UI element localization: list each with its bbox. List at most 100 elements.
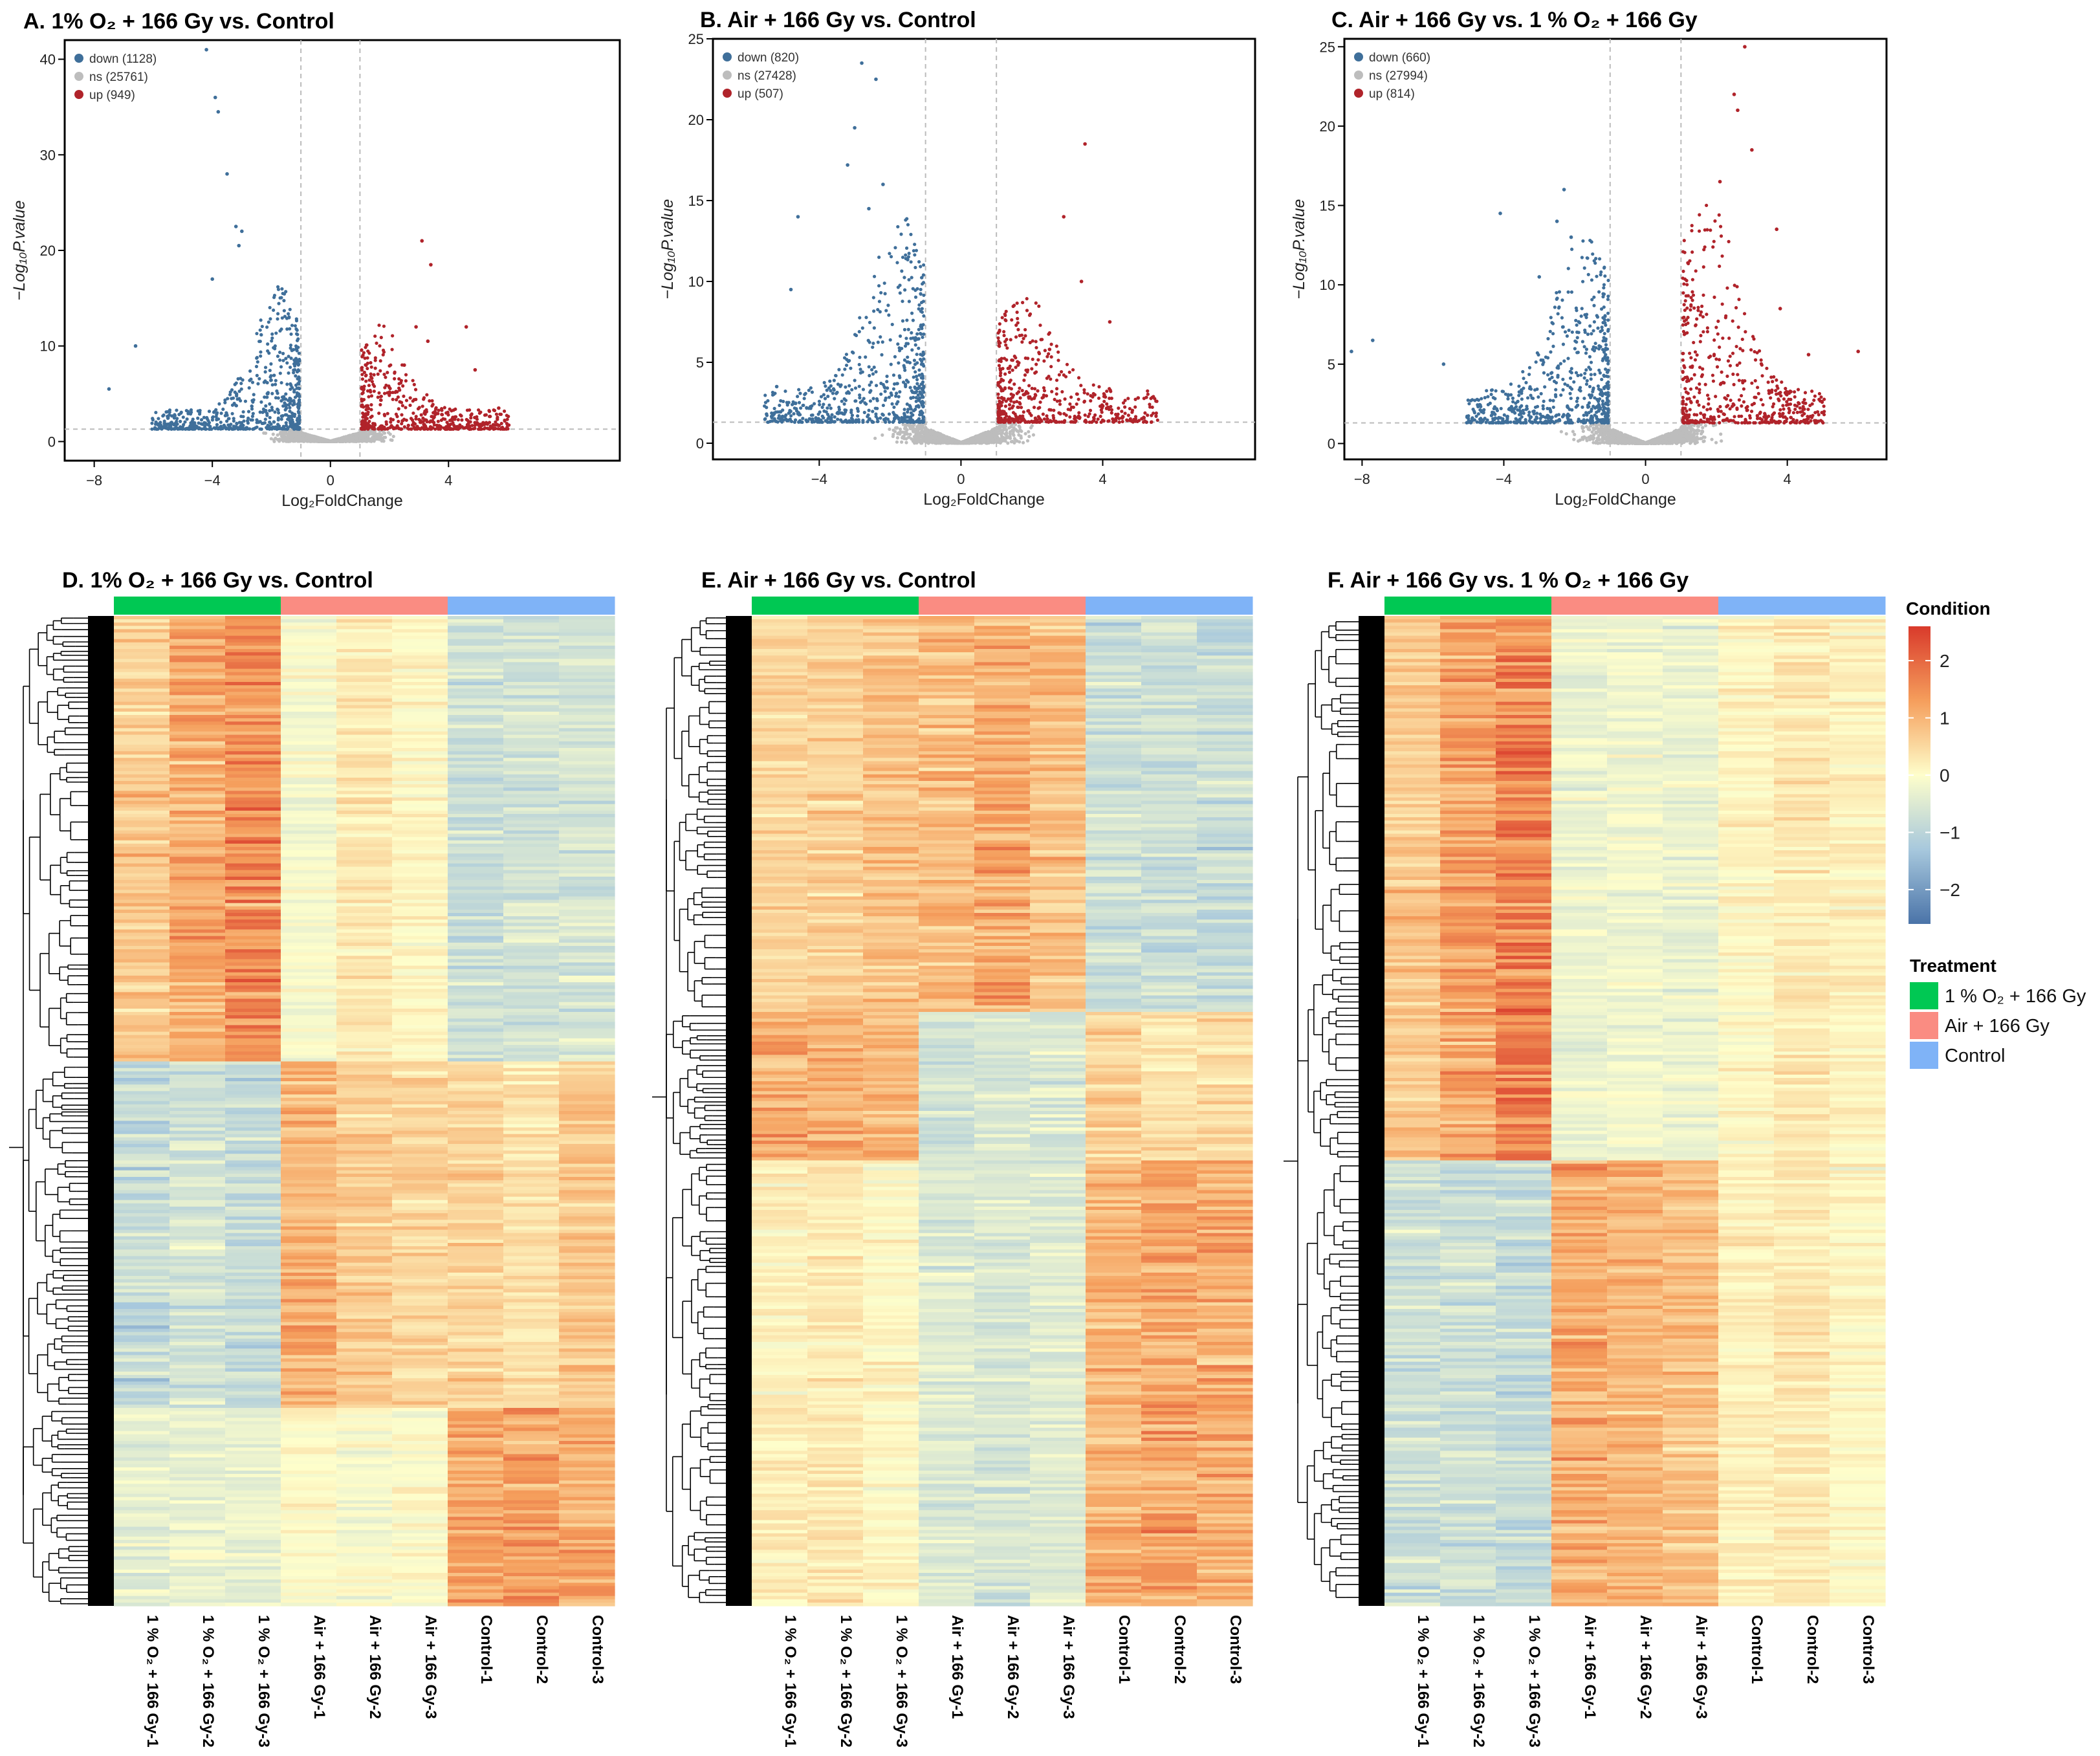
down-point (919, 288, 923, 291)
up-point (1045, 414, 1048, 417)
down-point (797, 412, 800, 415)
down-point (867, 339, 870, 342)
down-point (858, 316, 861, 319)
up-point (361, 377, 364, 380)
down-point (296, 337, 300, 340)
down-point (259, 401, 263, 404)
down-point (276, 312, 279, 315)
up-point (1025, 297, 1029, 300)
up-point (379, 399, 382, 402)
ns-point (920, 439, 923, 443)
down-point (246, 419, 249, 423)
down-point (917, 417, 921, 421)
down-point (240, 230, 244, 234)
down-point (917, 303, 921, 307)
down-point (789, 410, 793, 413)
down-point (778, 404, 781, 407)
up-point (1042, 386, 1045, 390)
up-point (497, 406, 501, 410)
ns-point (929, 439, 932, 442)
down-point (251, 428, 254, 431)
down-point (906, 380, 910, 384)
up-point (499, 413, 503, 416)
up-point (373, 335, 377, 338)
down-point (279, 327, 283, 331)
down-point (842, 420, 845, 423)
down-point (903, 289, 906, 292)
up-point (1011, 395, 1014, 399)
down-point (912, 366, 915, 369)
figure: A. 1% O₂ + 166 Gy vs. Control −8 −4 0 40102… (0, 0, 2100, 1756)
ns-point (281, 430, 284, 434)
down-point (241, 379, 244, 382)
x-axis-label: Log₂FoldChange (281, 492, 403, 510)
up-point (362, 384, 366, 388)
up-point (450, 419, 454, 422)
down-point (803, 393, 806, 396)
down-point (866, 413, 870, 417)
up-point (411, 412, 415, 415)
down-point (262, 422, 265, 425)
down-point (917, 368, 921, 371)
ns-point (939, 439, 943, 443)
down-point (274, 396, 278, 399)
up-point (432, 403, 435, 406)
ns-point (896, 436, 899, 439)
up-point (1045, 394, 1048, 397)
down-point (829, 406, 833, 410)
up-point (364, 373, 367, 377)
down-point (816, 413, 820, 416)
down-point (270, 336, 274, 340)
down-point (857, 410, 860, 413)
down-point (227, 417, 230, 420)
up-point (430, 427, 433, 430)
up-point (369, 389, 372, 392)
up-point (370, 415, 373, 418)
down-point (886, 303, 890, 307)
down-point (791, 403, 794, 406)
down-point (214, 408, 217, 412)
up-point (1151, 406, 1154, 409)
up-point (367, 420, 371, 423)
down-point (802, 404, 805, 407)
up-point (1086, 392, 1089, 395)
down-point (265, 413, 268, 417)
down-point (212, 415, 215, 419)
ns-point (896, 432, 899, 435)
down-point (219, 421, 223, 424)
up-point (1060, 370, 1063, 373)
ns-point (1012, 430, 1015, 434)
up-point (1050, 355, 1053, 358)
down-point (831, 391, 835, 395)
up-point (507, 415, 510, 418)
down-point (284, 392, 287, 395)
ns-point (272, 433, 275, 436)
down-point (824, 384, 827, 388)
down-point (252, 393, 256, 396)
up-point (1016, 317, 1019, 320)
up-point (437, 409, 440, 412)
up-point (420, 413, 423, 417)
up-point (1016, 360, 1019, 363)
down-point (268, 409, 271, 412)
up-point (1155, 412, 1158, 415)
up-point (380, 428, 383, 431)
down-point (913, 387, 917, 390)
ns-point (989, 437, 992, 440)
down-point (826, 421, 829, 424)
down-point (811, 413, 815, 417)
down-point (285, 361, 289, 364)
x-tick-label: 0 (327, 472, 334, 488)
up-point (374, 358, 377, 362)
up-point (1002, 334, 1005, 337)
down-point (921, 394, 924, 397)
up-point (1052, 409, 1055, 412)
ns-point (392, 435, 395, 438)
up-point (1049, 408, 1053, 412)
down-point (909, 336, 912, 340)
down-point (905, 247, 908, 250)
down-point (894, 395, 897, 398)
up-point (1050, 390, 1053, 393)
down-point (281, 359, 285, 362)
down-point (794, 401, 797, 404)
